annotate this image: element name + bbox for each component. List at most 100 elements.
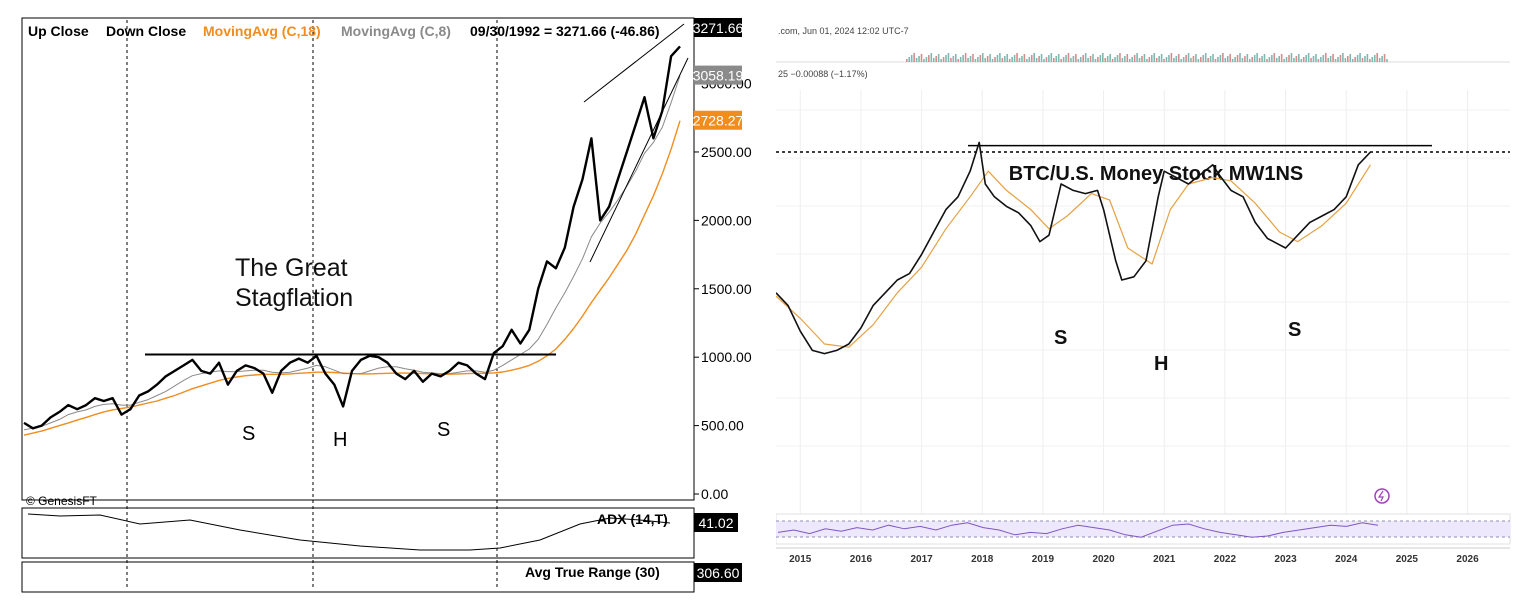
volume-bar bbox=[955, 54, 957, 62]
volume-bar bbox=[1053, 58, 1055, 62]
volume-bar bbox=[913, 53, 915, 62]
volume-bar bbox=[1261, 56, 1263, 62]
volume-bar bbox=[1327, 58, 1329, 62]
volume-bar bbox=[908, 57, 911, 62]
volume-bar bbox=[1285, 57, 1288, 62]
volume-bar bbox=[920, 54, 923, 62]
volume-bar bbox=[932, 58, 935, 62]
volume-bar bbox=[1067, 53, 1070, 62]
oscillator-pane bbox=[776, 513, 1511, 545]
right-chart-title: BTC/U.S. Money Stock MW1NS bbox=[1009, 163, 1303, 185]
volume-bar bbox=[989, 54, 991, 62]
volume-bar bbox=[1045, 57, 1048, 62]
right-x-tick-label: 2019 bbox=[1032, 554, 1055, 565]
volume-bar bbox=[1305, 55, 1307, 62]
right-x-tick-label: 2023 bbox=[1274, 554, 1297, 565]
volume-bar bbox=[1092, 54, 1094, 62]
volume-bar bbox=[1087, 58, 1089, 62]
volume-bar bbox=[1072, 56, 1075, 62]
right-x-tick-label: 2017 bbox=[910, 554, 933, 565]
volume-bar bbox=[940, 59, 942, 62]
right-x-tick-label: 2025 bbox=[1396, 554, 1419, 565]
left-y-tick-label: 1000.00 bbox=[701, 349, 752, 365]
right-series-group bbox=[776, 141, 1372, 355]
volume-bar bbox=[1315, 54, 1317, 62]
left-price-tags: 3271.66 3058.19 2728.27 bbox=[693, 18, 744, 130]
volume-bar bbox=[1361, 58, 1364, 62]
volume-bar bbox=[1356, 55, 1359, 62]
price-tag-box bbox=[694, 18, 742, 37]
volume-bar bbox=[1283, 59, 1285, 62]
volume-bar bbox=[1207, 58, 1209, 62]
volume-bar bbox=[1158, 56, 1160, 62]
volume-bar bbox=[1378, 58, 1381, 62]
volume-bar bbox=[1070, 58, 1072, 62]
volume-bar bbox=[1008, 59, 1011, 62]
pattern-label-left-shoulder: S bbox=[242, 423, 255, 445]
event-marker-icon[interactable] bbox=[1374, 488, 1390, 504]
volume-bar bbox=[1065, 55, 1067, 62]
volume-bar bbox=[977, 57, 979, 62]
volume-bar bbox=[1004, 56, 1006, 62]
legend-ma-18: MovingAvg (C,18) bbox=[203, 23, 321, 39]
volume-bar bbox=[1197, 59, 1200, 62]
volume-bar bbox=[986, 56, 989, 62]
volume-bar bbox=[1224, 58, 1227, 62]
volume-bar bbox=[1006, 54, 1009, 62]
atr-label: Avg True Range (30) bbox=[525, 564, 660, 580]
volume-bar bbox=[1173, 58, 1175, 62]
volume-bar bbox=[1094, 59, 1097, 62]
adx-line bbox=[27, 513, 671, 551]
volume-bar bbox=[1366, 54, 1369, 62]
price-tag-box bbox=[694, 110, 742, 130]
volume-bar bbox=[1295, 56, 1298, 62]
atr-plot-frame bbox=[21, 561, 695, 593]
volume-bar bbox=[1200, 57, 1202, 62]
price-tag-box bbox=[694, 65, 742, 85]
volume-bar bbox=[1030, 55, 1033, 62]
volume-bar bbox=[962, 55, 964, 62]
volume-bar bbox=[925, 57, 928, 62]
volume-bar bbox=[1381, 56, 1383, 62]
volume-bar bbox=[1146, 59, 1148, 62]
volume-bar bbox=[1231, 59, 1234, 62]
right-chart-panel: .com, Jun 01, 2024 12:02 UTC-7 25 −0.000… bbox=[776, 0, 1536, 614]
volume-bar bbox=[1329, 56, 1332, 62]
adx-label: ADX (14,T) bbox=[597, 511, 668, 527]
volume-bar bbox=[1310, 58, 1312, 62]
legend-down-close: Down Close bbox=[106, 23, 186, 39]
volume-bar bbox=[967, 58, 969, 62]
lightning-icon bbox=[1377, 490, 1384, 502]
volume-bar bbox=[1300, 59, 1303, 62]
volume-bar bbox=[1121, 58, 1124, 62]
volume-bar bbox=[959, 57, 962, 62]
volume-bar bbox=[1082, 55, 1084, 62]
annotation-line-2: Stagflation bbox=[235, 284, 353, 312]
volume-bar bbox=[1160, 54, 1163, 62]
volume-bar bbox=[1055, 56, 1058, 62]
volume-bar bbox=[1040, 54, 1043, 62]
volume-bar bbox=[1386, 59, 1388, 62]
volume-bar bbox=[969, 56, 972, 62]
volume-bar bbox=[964, 53, 967, 62]
volume-bar bbox=[1258, 58, 1261, 62]
volume-bar bbox=[1234, 57, 1236, 62]
volume-bar bbox=[1249, 59, 1251, 62]
oscillator-band bbox=[776, 521, 1510, 537]
volume-bar bbox=[1143, 54, 1146, 62]
left-y-tick-label: 2500.00 bbox=[701, 144, 752, 160]
volume-bar bbox=[1317, 59, 1320, 62]
volume-bar bbox=[1275, 58, 1278, 62]
volume-bar bbox=[950, 58, 952, 62]
right-x-tick-label: 2018 bbox=[971, 554, 994, 565]
volume-bar bbox=[1077, 59, 1080, 62]
volume-bar bbox=[1246, 54, 1249, 62]
adx-plot-frame bbox=[21, 507, 695, 559]
volume-bar bbox=[1013, 55, 1016, 62]
volume-bar bbox=[935, 56, 937, 62]
pattern-label-head: H bbox=[333, 429, 347, 451]
volume-bar bbox=[1278, 56, 1280, 62]
left-series-close bbox=[23, 45, 681, 430]
right-change-readout: 25 −0.00088 (−1.17%) bbox=[778, 69, 868, 79]
right-x-tick-label: 2015 bbox=[789, 554, 812, 565]
